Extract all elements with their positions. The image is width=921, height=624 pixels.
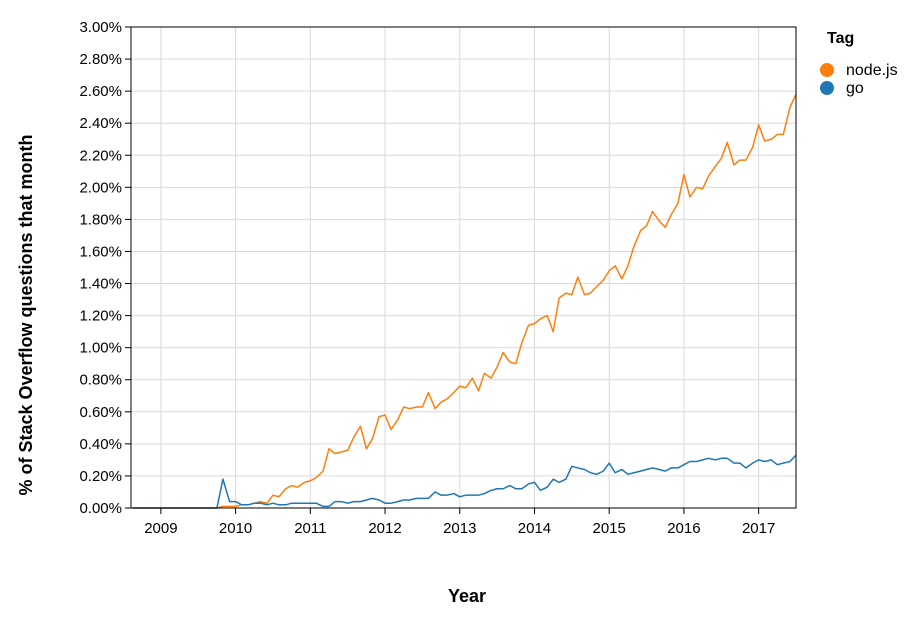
x-tick-label: 2013 <box>443 520 476 537</box>
legend-swatch <box>820 63 834 77</box>
x-axis: 2009 2010 2011 2012 2013 2014 2015 2016 2017 <box>144 508 775 537</box>
plot-frame <box>130 26 797 509</box>
y-tick-label: 1.60% <box>79 243 122 260</box>
y-tick-label: 0.20% <box>79 468 122 485</box>
legend-title: Tag <box>827 30 854 47</box>
series-layer <box>132 94 797 509</box>
y-tick-label: 2.00% <box>79 179 122 196</box>
y-tick-label: 2.60% <box>79 83 122 100</box>
y-tick-label: 1.40% <box>79 276 122 293</box>
x-tick-label: 2016 <box>667 520 700 537</box>
y-tick-label: 2.40% <box>79 115 122 132</box>
x-tick-label: 2014 <box>518 520 551 537</box>
series-line-go <box>132 454 797 509</box>
y-tick-label: 0.00% <box>79 500 122 517</box>
x-tick-label: 2009 <box>144 520 177 537</box>
y-tick-label: 1.00% <box>79 340 122 357</box>
legend-swatch <box>820 81 834 95</box>
y-tick-label: 0.80% <box>79 372 122 389</box>
legend-label: go <box>846 80 864 97</box>
x-tick-label: 2011 <box>294 520 326 537</box>
y-tick-label: 0.40% <box>79 436 122 453</box>
x-tick-label: 2012 <box>368 520 401 537</box>
y-tick-label: 2.20% <box>79 147 122 164</box>
y-tick-label: 0.60% <box>79 404 122 421</box>
series-line-node-js <box>132 94 797 509</box>
y-axis-title: % of Stack Overflow questions that month <box>16 134 36 495</box>
legend-label: node.js <box>846 62 898 79</box>
grid <box>131 26 796 509</box>
x-tick-label: 2015 <box>593 520 626 537</box>
y-tick-label: 1.80% <box>79 211 122 228</box>
x-tick-label: 2010 <box>219 520 252 537</box>
x-tick-label: 2017 <box>742 520 775 537</box>
y-tick-label: 1.20% <box>79 308 122 325</box>
y-axis: 0.00% 0.20% 0.40% 0.60% 0.80% 1.00% 1.20% 1.40%… <box>79 19 131 517</box>
y-tick-label: 2.80% <box>79 51 122 68</box>
x-axis-title: Year <box>448 586 486 606</box>
y-tick-label: 3.00% <box>79 19 122 36</box>
